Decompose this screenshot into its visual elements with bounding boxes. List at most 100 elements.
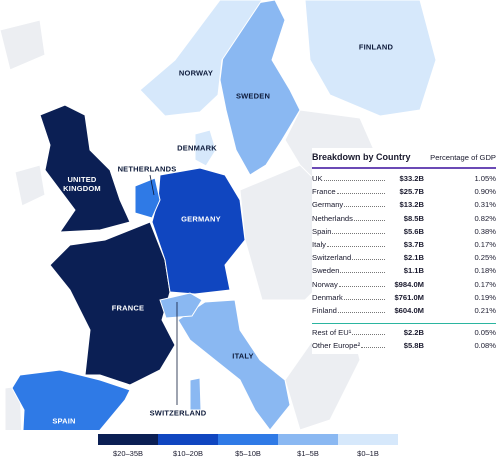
legend-swatch [218, 434, 278, 445]
dot-leader [344, 206, 385, 208]
country: Finland [312, 305, 337, 315]
legend-label: $20–35B [112, 449, 144, 458]
dot-leader [338, 285, 385, 287]
region [159, 292, 203, 319]
country: Other Europe² [312, 341, 361, 351]
panel-title: Breakdown by Country [312, 152, 411, 162]
amount: $1.1B [403, 266, 424, 276]
legend-item: $10–20B [158, 434, 218, 458]
legend: $20–35B $10–20B $5–10B $1–5B $0–1B [98, 434, 398, 458]
panel-subtitle: Percentage of GDP [430, 153, 496, 162]
table-row: Other Europe² $5.8B 0.08% [312, 341, 496, 354]
region-label: SWEDEN [235, 91, 271, 101]
country: France [312, 187, 336, 197]
region [39, 104, 131, 233]
region-label: SPAIN [52, 416, 76, 426]
region-label: NORWAY [178, 68, 214, 78]
dot-leader [352, 334, 385, 336]
region [139, 0, 263, 117]
region-label: FINLAND [358, 42, 394, 52]
legend-item: $0–1B [338, 434, 398, 458]
land [0, 19, 46, 71]
table-row: Germany $13.2B 0.31% [312, 200, 496, 213]
region [134, 177, 161, 219]
amount: $984.0M [394, 279, 424, 289]
legend-label: $10–20B [172, 449, 204, 458]
table-row: Netherlands $8.5B 0.82% [312, 214, 496, 227]
region-label: SWITZERLAND [149, 408, 207, 418]
region [194, 129, 217, 167]
amount: $25.7B [399, 187, 425, 197]
amount: $604.0M [394, 305, 424, 315]
country: UK [312, 174, 323, 183]
legend-label: $0–1B [357, 449, 379, 458]
amount: $33.2B [399, 174, 425, 183]
region-label: GERMANY [181, 214, 221, 224]
amount: $761.0M [394, 292, 424, 302]
country: Spain [312, 226, 332, 236]
amount: $8.5B [403, 213, 424, 223]
region [304, 0, 437, 117]
table-row: Switzerland $2.1B 0.25% [312, 253, 496, 266]
country: Denmark [312, 292, 343, 302]
region-label: DENMARK [177, 143, 217, 153]
gdp-share: 0.17% [474, 239, 496, 249]
dot-leader [336, 193, 385, 195]
legend-swatch [278, 434, 338, 445]
legend-swatch [158, 434, 218, 445]
gdp-share: 0.38% [474, 226, 496, 236]
country: Sweden [312, 266, 340, 276]
table-row: Rest of EU¹ $2.2B 0.05% [312, 328, 496, 341]
region [49, 221, 176, 386]
table-row: Italy $3.7B 0.17% [312, 240, 496, 253]
dot-leader [323, 180, 385, 181]
table-row: Spain $5.6B 0.38% [312, 227, 496, 240]
gdp-share: 0.08% [474, 341, 496, 351]
country: Norway [312, 279, 338, 289]
table-row: Sweden $1.1B 0.18% [312, 266, 496, 279]
dot-leader [326, 245, 385, 247]
leader-line [149, 174, 155, 196]
gdp-share: 0.17% [474, 279, 496, 289]
gdp-share: 0.18% [474, 266, 496, 276]
legend-label: $5–10B [235, 449, 261, 458]
region [11, 369, 131, 430]
legend-swatch [98, 434, 158, 445]
legend-item: $5–10B [218, 434, 278, 458]
region [219, 0, 301, 176]
gdp-share: 0.31% [474, 200, 496, 210]
dot-leader [343, 298, 385, 300]
amount: $13.2B [399, 200, 425, 210]
region [189, 377, 202, 411]
gdp-share: 1.05% [474, 174, 496, 183]
country: Germany [312, 200, 344, 210]
country: Rest of EU¹ [312, 328, 352, 338]
table-row: Finland $604.0M 0.21% [312, 306, 496, 319]
dot-leader [340, 272, 385, 274]
breakdown-panel: Breakdown by Country Percentage of GDP U… [312, 148, 496, 355]
panel-header: Breakdown by Country Percentage of GDP [312, 148, 496, 169]
dot-leader [332, 232, 385, 234]
dot-leader [337, 311, 385, 313]
amount: $2.2B [403, 328, 424, 338]
amount: $3.7B [403, 239, 424, 249]
gdp-share: 0.21% [474, 305, 496, 315]
gdp-share: 0.19% [474, 292, 496, 302]
country: Italy [312, 239, 326, 249]
region-label: FRANCE [111, 303, 145, 313]
region-label: ITALY [232, 351, 254, 361]
table-row: Denmark $761.0M 0.19% [312, 293, 496, 306]
table-row: UK $33.2B 1.05% [312, 174, 496, 187]
amount: $2.1B [403, 253, 424, 263]
gdp-share: 0.05% [474, 328, 496, 338]
region-label: UNITED KINGDOM [63, 175, 101, 193]
land [14, 164, 46, 207]
gdp-share: 0.82% [474, 213, 496, 223]
region [151, 167, 246, 295]
country: Netherlands [312, 213, 353, 223]
separator [312, 323, 496, 325]
rows: UK $33.2B 1.05% France $25.7B 0.90% Germany $13… [312, 174, 496, 319]
legend-swatch [338, 434, 398, 445]
country: Switzerland [312, 253, 352, 263]
